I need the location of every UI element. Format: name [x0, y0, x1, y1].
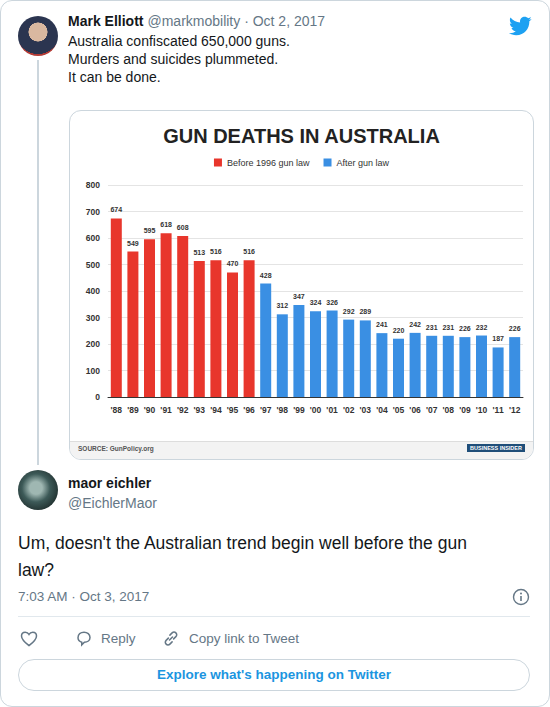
svg-text:'96: '96 — [243, 405, 255, 415]
svg-text:231: 231 — [426, 324, 438, 331]
svg-text:608: 608 — [177, 224, 189, 231]
html-text:Um, doesn't the Australian tre: Um, doesn't the Australian trend begin w… — [18, 533, 467, 553]
svg-text:'97: '97 — [260, 405, 272, 415]
svg-text:241: 241 — [376, 321, 388, 328]
svg-text:549: 549 — [127, 240, 139, 247]
html-text:Australia confiscated 650,000: Australia confiscated 650,000 guns. — [68, 33, 290, 49]
svg-text:242: 242 — [409, 321, 421, 328]
svg-text:226: 226 — [459, 325, 471, 332]
svg-text:326: 326 — [326, 299, 338, 306]
svg-text:Before 1996 gun law: Before 1996 gun law — [227, 158, 310, 168]
svg-text:300: 300 — [86, 313, 100, 323]
html-text:SOURCE: GunPolicy.org: SOURCE: GunPolicy.org — [78, 445, 154, 452]
svg-text:500: 500 — [86, 260, 100, 270]
svg-text:'92: '92 — [177, 405, 189, 415]
svg-text:400: 400 — [86, 286, 100, 296]
svg-text:200: 200 — [86, 339, 100, 349]
svg-text:'12: '12 — [509, 405, 521, 415]
svg-text:'01: '01 — [326, 405, 338, 415]
svg-text:600: 600 — [86, 233, 100, 243]
svg-text:'89: '89 — [127, 405, 139, 415]
svg-text:187: 187 — [492, 335, 504, 342]
svg-text:289: 289 — [359, 308, 371, 315]
html-text:maor eichler: maor eichler — [68, 475, 152, 491]
svg-text:347: 347 — [293, 293, 305, 300]
svg-text:'05: '05 — [393, 405, 405, 415]
html-text:Murders and suicides plummeted: Murders and suicides plummeted. — [68, 51, 279, 67]
svg-text:'99: '99 — [293, 405, 305, 415]
svg-text:'90: '90 — [144, 405, 156, 415]
svg-text:513: 513 — [193, 249, 205, 256]
svg-text:800: 800 — [86, 180, 100, 190]
svg-text:516: 516 — [243, 248, 255, 255]
svg-text:100: 100 — [86, 366, 100, 376]
svg-text:'09: '09 — [459, 405, 471, 415]
svg-text:674: 674 — [110, 206, 122, 213]
html-text:Mark Elliott @markmobility · O: Mark Elliott @markmobility · Oct 2, 2017 — [68, 13, 326, 29]
svg-text:232: 232 — [476, 324, 488, 331]
svg-text:324: 324 — [310, 299, 322, 306]
html-text:BUSINESS INSIDER: BUSINESS INSIDER — [470, 445, 522, 451]
svg-text:292: 292 — [343, 308, 355, 315]
svg-text:595: 595 — [144, 227, 156, 234]
html-text:7:03 AM · Oct 3, 2017: 7:03 AM · Oct 3, 2017 — [18, 589, 150, 604]
svg-text:'94: '94 — [210, 405, 222, 415]
svg-text:470: 470 — [227, 260, 239, 267]
svg-text:'95: '95 — [227, 405, 239, 415]
svg-text:'02: '02 — [343, 405, 355, 415]
svg-text:220: 220 — [393, 327, 405, 334]
svg-text:'91: '91 — [160, 405, 172, 415]
html-text:It can be done.: It can be done. — [68, 69, 161, 85]
svg-text:'06: '06 — [409, 405, 421, 415]
svg-text:After gun law: After gun law — [337, 158, 390, 168]
svg-text:GUN DEATHS IN AUSTRALIA: GUN DEATHS IN AUSTRALIA — [163, 125, 440, 147]
svg-text:226: 226 — [509, 325, 521, 332]
svg-text:'04: '04 — [376, 405, 388, 415]
svg-text:231: 231 — [442, 324, 454, 331]
svg-text:'93: '93 — [194, 405, 206, 415]
svg-text:'88: '88 — [111, 405, 123, 415]
svg-text:618: 618 — [160, 221, 172, 228]
svg-text:0: 0 — [95, 392, 100, 402]
svg-text:'00: '00 — [310, 405, 322, 415]
html-text:law?: law? — [18, 560, 54, 580]
svg-text:428: 428 — [260, 272, 272, 279]
svg-text:700: 700 — [86, 207, 100, 217]
svg-text:516: 516 — [210, 248, 222, 255]
svg-text:'10: '10 — [476, 405, 488, 415]
svg-text:'07: '07 — [426, 405, 438, 415]
html-text:@EichlerMaor: @EichlerMaor — [68, 495, 157, 511]
html-text:Copy link to Tweet: Copy link to Tweet — [189, 631, 300, 646]
html-text:Reply: Reply — [101, 631, 136, 646]
svg-text:312: 312 — [276, 302, 288, 309]
svg-text:'08: '08 — [443, 405, 455, 415]
html-text:Explore what's happening on Tw: Explore what's happening on Twitter — [157, 667, 391, 682]
svg-text:'11: '11 — [493, 405, 504, 415]
svg-text:'03: '03 — [360, 405, 372, 415]
svg-text:'98: '98 — [277, 405, 289, 415]
